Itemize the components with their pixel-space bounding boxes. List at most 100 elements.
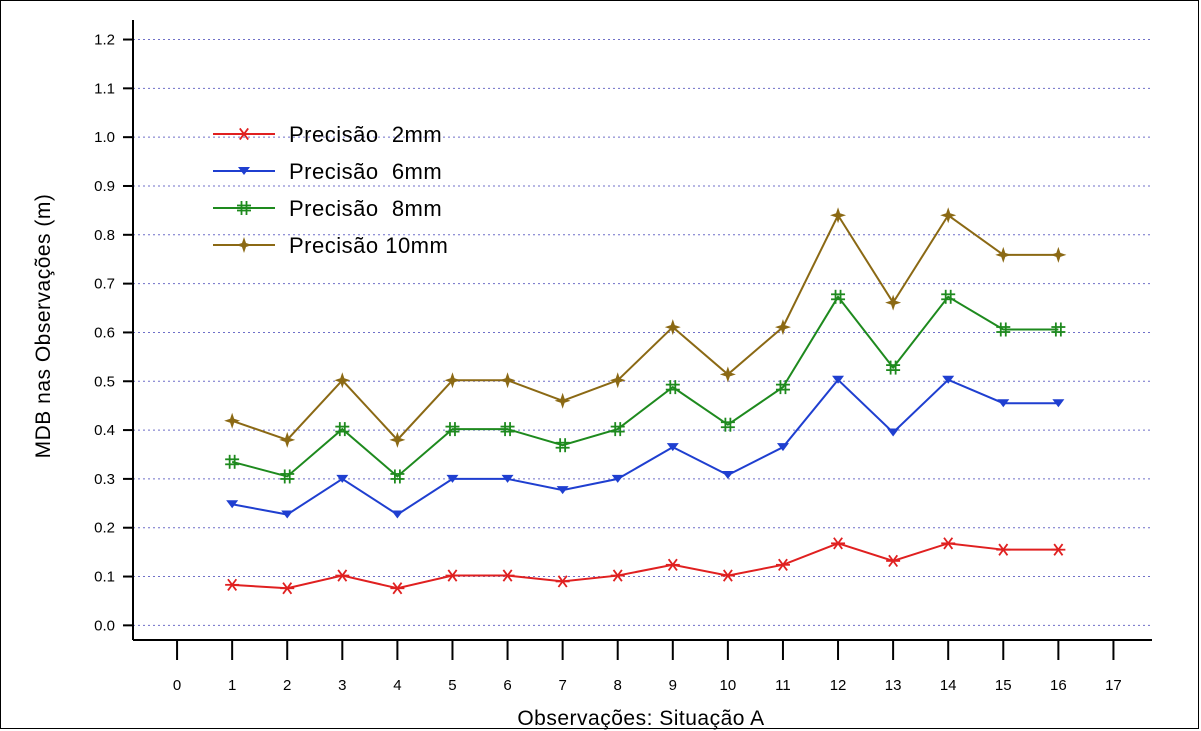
y-tick-label: 0.7 <box>94 276 115 293</box>
data-point <box>556 486 569 495</box>
data-point <box>445 569 460 582</box>
data-point <box>1051 543 1066 556</box>
y-tick-label: 0.8 <box>94 227 115 244</box>
y-tick-label: 1.2 <box>94 32 115 49</box>
x-tick-label: 4 <box>393 677 401 694</box>
data-point <box>226 500 239 509</box>
data-point <box>996 543 1011 556</box>
data-point <box>225 578 240 591</box>
series-1 <box>225 537 1066 595</box>
series-line <box>231 213 1059 442</box>
x-axis-title: Observações: Situação A <box>517 707 764 730</box>
x-axis-ticks: 0 1 2 3 4 5 6 7 8 9 10 11 12 13 14 15 16 17 <box>173 640 1122 694</box>
data-point <box>390 469 405 484</box>
legend-item: Precisão 2mm <box>213 122 442 147</box>
axes <box>132 20 1152 641</box>
legend-marker <box>238 167 250 175</box>
data-point <box>499 372 516 389</box>
y-axis-title: MDB nas Observações (m) <box>32 194 55 459</box>
y-tick-label: 0.5 <box>94 373 115 390</box>
data-point <box>1050 246 1067 263</box>
data-point <box>831 289 846 304</box>
x-tick-label: 5 <box>448 677 456 694</box>
data-point <box>775 558 790 571</box>
data-point <box>335 569 350 582</box>
data-point <box>390 582 405 595</box>
data-point <box>445 422 460 437</box>
data-point <box>1051 322 1066 337</box>
data-point <box>941 537 956 550</box>
data-point <box>334 372 351 389</box>
data-point <box>941 289 956 304</box>
x-tick-label: 0 <box>173 677 181 694</box>
x-tick-label: 6 <box>503 677 511 694</box>
data-point <box>446 474 459 483</box>
x-tick-label: 7 <box>558 677 566 694</box>
data-point <box>831 537 846 550</box>
data-point <box>389 431 406 448</box>
data-point <box>887 428 900 437</box>
data-point <box>280 582 295 595</box>
data-point <box>886 554 901 568</box>
data-point <box>335 422 350 437</box>
x-tick-label: 8 <box>614 677 622 694</box>
data-point <box>832 375 845 384</box>
y-tick-label: 0.2 <box>94 520 115 537</box>
y-tick-label: 0.9 <box>94 178 115 195</box>
legend-label: Precisão 8mm <box>289 196 442 221</box>
legend-marker <box>237 127 251 141</box>
y-tick-label: 0.6 <box>94 324 115 341</box>
x-tick-label: 9 <box>669 677 677 694</box>
data-point <box>391 510 404 519</box>
legend: Precisão 2mm Precisão 6mm Precisão 8mm Prec… <box>213 122 448 258</box>
legend-marker <box>236 237 252 253</box>
series-4 <box>224 207 1067 448</box>
data-point <box>664 319 681 336</box>
y-axis-ticks: 0.0 0.1 0.2 0.3 0.4 0.5 0.6 0.7 0.8 0.9 1.0 1.1 1.2 <box>94 32 133 634</box>
data-point <box>279 431 296 448</box>
data-point <box>554 392 571 409</box>
series-line <box>231 378 1059 516</box>
data-point <box>224 412 241 429</box>
x-tick-label: 13 <box>885 677 902 694</box>
data-point <box>501 474 514 483</box>
legend-marker <box>237 201 251 215</box>
y-tick-label: 0.4 <box>94 422 115 439</box>
y-tick-label: 0.0 <box>94 617 115 634</box>
data-point <box>281 510 294 519</box>
series-2 <box>226 375 1065 519</box>
data-point <box>500 422 515 437</box>
data-point <box>885 294 902 311</box>
data-point <box>996 322 1011 337</box>
data-point <box>666 443 679 452</box>
x-tick-label: 2 <box>283 677 291 694</box>
data-point <box>942 375 955 384</box>
data-point <box>444 372 461 389</box>
x-tick-label: 11 <box>775 677 791 694</box>
x-tick-label: 1 <box>228 677 236 694</box>
data-point <box>665 558 680 571</box>
data-point <box>610 569 625 582</box>
data-point <box>995 246 1012 263</box>
data-point <box>886 360 901 375</box>
x-tick-label: 17 <box>1105 677 1122 694</box>
data-point <box>609 372 626 389</box>
data-point <box>720 417 735 432</box>
data-point <box>720 569 735 582</box>
legend-item: Precisão 8mm <box>213 196 442 221</box>
data-point <box>1052 399 1065 408</box>
x-tick-label: 3 <box>338 677 346 694</box>
series-3 <box>225 289 1066 484</box>
data-point <box>500 569 515 582</box>
data-point <box>719 366 736 383</box>
legend-label: Precisão 6mm <box>289 159 442 184</box>
data-point <box>611 474 624 483</box>
y-tick-label: 1.0 <box>94 129 115 146</box>
data-point <box>940 207 957 224</box>
data-point <box>774 319 791 336</box>
data-point <box>610 422 625 437</box>
x-tick-label: 10 <box>720 677 737 694</box>
y-tick-label: 1.1 <box>94 80 115 97</box>
